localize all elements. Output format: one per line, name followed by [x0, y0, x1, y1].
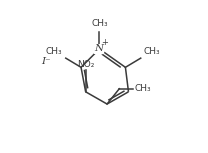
- Text: CH₃: CH₃: [91, 19, 108, 28]
- Text: +: +: [101, 38, 108, 47]
- Text: N: N: [94, 45, 103, 53]
- Text: CH₃: CH₃: [45, 47, 62, 56]
- Text: I⁻: I⁻: [41, 57, 51, 66]
- Text: NO₂: NO₂: [77, 60, 94, 69]
- Text: CH₃: CH₃: [144, 47, 160, 56]
- Text: CH₃: CH₃: [135, 84, 151, 93]
